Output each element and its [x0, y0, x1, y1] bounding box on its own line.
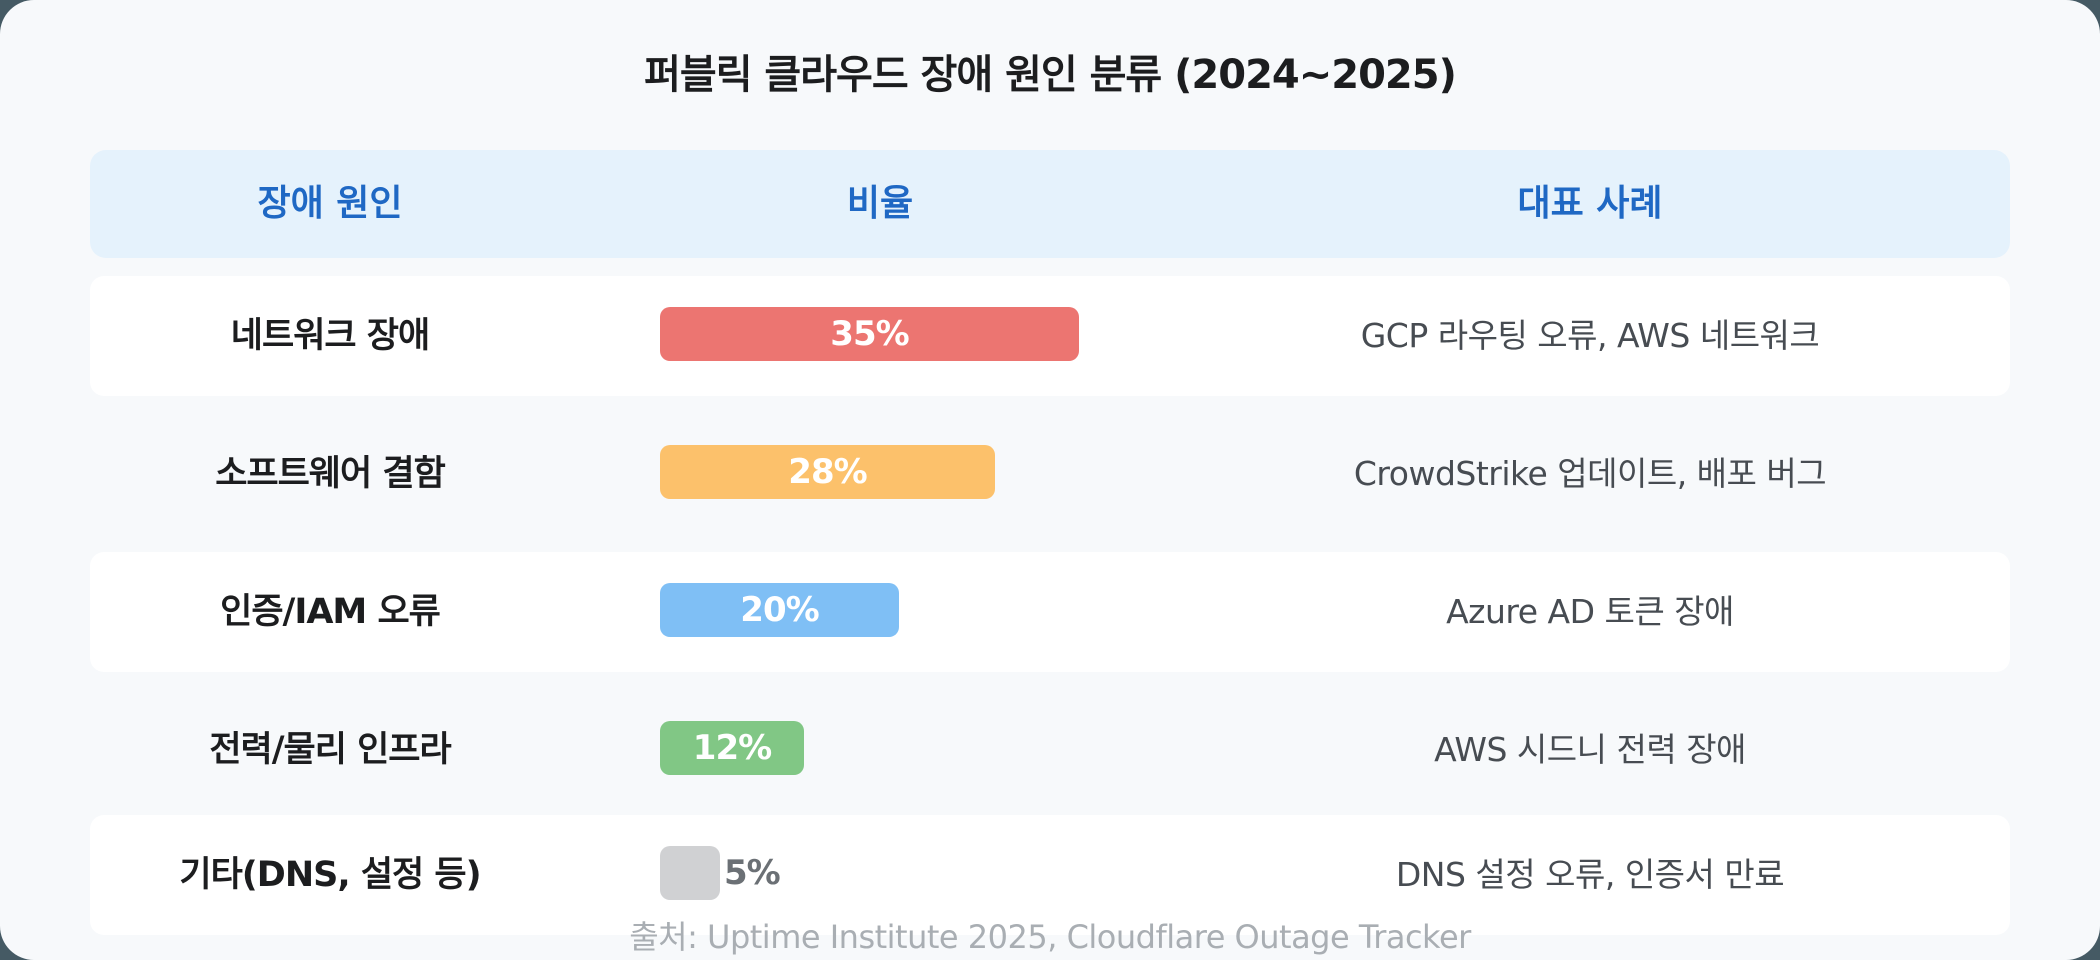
example-text: DNS 설정 오류, 인증서 만료: [1395, 855, 1785, 894]
ratio-bar: [660, 846, 720, 900]
table-row: 소프트웨어 결함 28% CrowdStrike 업데이트, 배포 버그: [90, 414, 2010, 534]
cause-label: 기타(DNS, 설정 등): [179, 855, 481, 895]
table-row: 기타(DNS, 설정 등) 5% DNS 설정 오류, 인증서 만료: [90, 815, 2010, 935]
ratio-bar: 28%: [660, 445, 995, 499]
ratio-bar: 35%: [660, 307, 1079, 361]
table-header: 장애 원인 비율 대표 사례: [90, 150, 2010, 258]
ratio-bar: 12%: [660, 721, 804, 775]
table-row: 네트워크 장애 35% GCP 라우팅 오류, AWS 네트워크: [90, 276, 2010, 396]
header-cause: 장애 원인: [257, 183, 403, 224]
table-row: 인증/IAM 오류 20% Azure AD 토큰 장애: [90, 552, 2010, 672]
chart-title: 퍼블릭 클라우드 장애 원인 분류 (2024~2025): [644, 52, 1457, 98]
table-row: 전력/물리 인프라 12% AWS 시드니 전력 장애: [90, 690, 2010, 810]
cause-label: 전력/물리 인프라: [209, 730, 451, 770]
ratio-bar: 20%: [660, 583, 899, 637]
cause-label: 인증/IAM 오류: [220, 592, 441, 632]
cause-label: 소프트웨어 결함: [215, 454, 446, 494]
example-text: CrowdStrike 업데이트, 배포 버그: [1353, 454, 1827, 493]
ratio-value-outside: 5%: [724, 853, 781, 893]
example-text: Azure AD 토큰 장애: [1446, 592, 1734, 631]
header-ratio: 비율: [846, 183, 914, 224]
source-note: 출처: Uptime Institute 2025, Cloudflare Ou…: [629, 918, 1471, 956]
example-text: AWS 시드니 전력 장애: [1434, 730, 1746, 769]
cause-label: 네트워크 장애: [230, 316, 430, 356]
header-example: 대표 사례: [1517, 183, 1663, 224]
example-text: GCP 라우팅 오류, AWS 네트워크: [1360, 316, 1820, 355]
